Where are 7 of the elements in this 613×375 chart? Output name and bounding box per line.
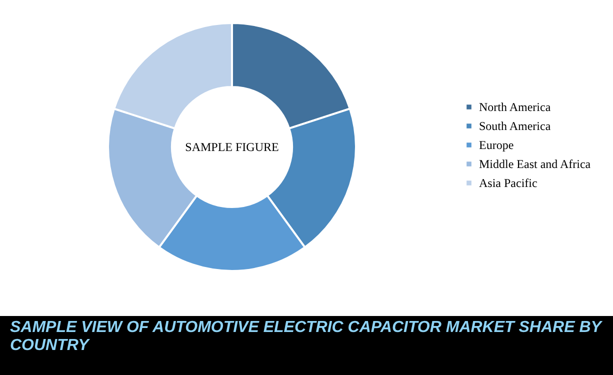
legend-label: Middle East and Africa xyxy=(479,157,592,171)
legend-label: Asia Pacific xyxy=(479,176,538,190)
legend-label: Europe xyxy=(479,138,514,152)
legend-label: North America xyxy=(479,100,552,114)
legend-label: South America xyxy=(479,119,552,133)
text: SAMPLE FIGURE xyxy=(185,140,279,154)
text: SAMPLE VIEW OF AUTOMOTIVE ELECTRIC CAPACITOR MARKET SHARE BY COUNTRY xyxy=(0,316,613,375)
